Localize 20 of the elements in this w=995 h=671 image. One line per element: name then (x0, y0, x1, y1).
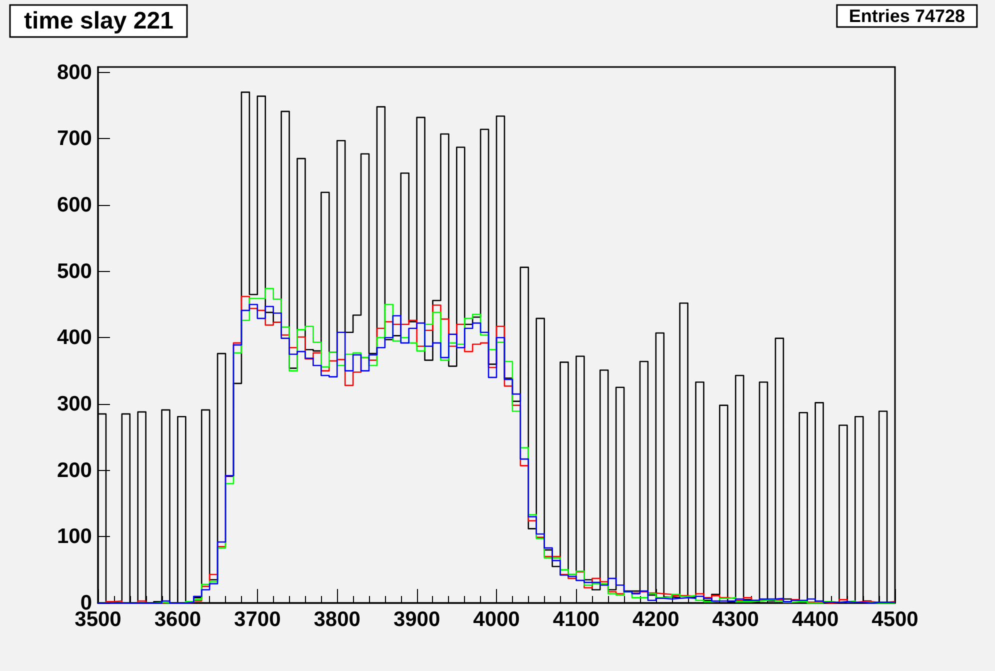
y-tick-label: 400 (56, 326, 92, 350)
x-tick-label: 4100 (552, 608, 600, 631)
y-tick-label: 300 (56, 392, 92, 416)
y-tick-label: 600 (56, 193, 92, 216)
y-tick-label: 100 (56, 525, 92, 548)
x-tick-label: 4000 (473, 608, 520, 631)
y-tick-label: 700 (56, 127, 92, 150)
chart-title: time slay 221 (24, 8, 174, 34)
y-tick-label: 200 (56, 458, 92, 482)
x-tick-label: 3700 (234, 608, 281, 631)
x-tick-label: 4300 (712, 608, 759, 631)
text: Entries 74728 (848, 6, 965, 26)
x-tick-label: 3800 (314, 608, 360, 631)
x-tick-label: 4500 (872, 608, 918, 631)
x-tick-label: 3900 (393, 608, 440, 631)
y-tick-label: 500 (56, 260, 92, 283)
y-tick-label: 800 (56, 60, 92, 84)
x-tick-label: 4200 (632, 608, 680, 631)
x-tick-label: 4400 (792, 608, 839, 631)
x-tick-label: 3600 (154, 608, 202, 631)
